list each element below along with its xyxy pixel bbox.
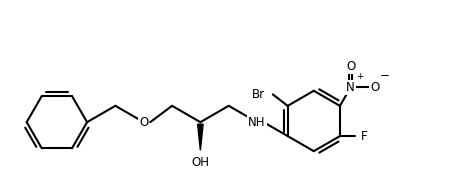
Text: O: O (370, 81, 379, 94)
Text: N: N (346, 81, 355, 94)
Text: Br: Br (252, 88, 265, 101)
Text: F: F (360, 130, 367, 143)
Text: OH: OH (192, 156, 209, 169)
Text: −: − (380, 69, 390, 82)
Text: NH: NH (248, 116, 266, 129)
Polygon shape (198, 124, 203, 150)
Text: O: O (139, 116, 148, 129)
Text: O: O (346, 60, 355, 73)
Text: +: + (356, 72, 363, 81)
